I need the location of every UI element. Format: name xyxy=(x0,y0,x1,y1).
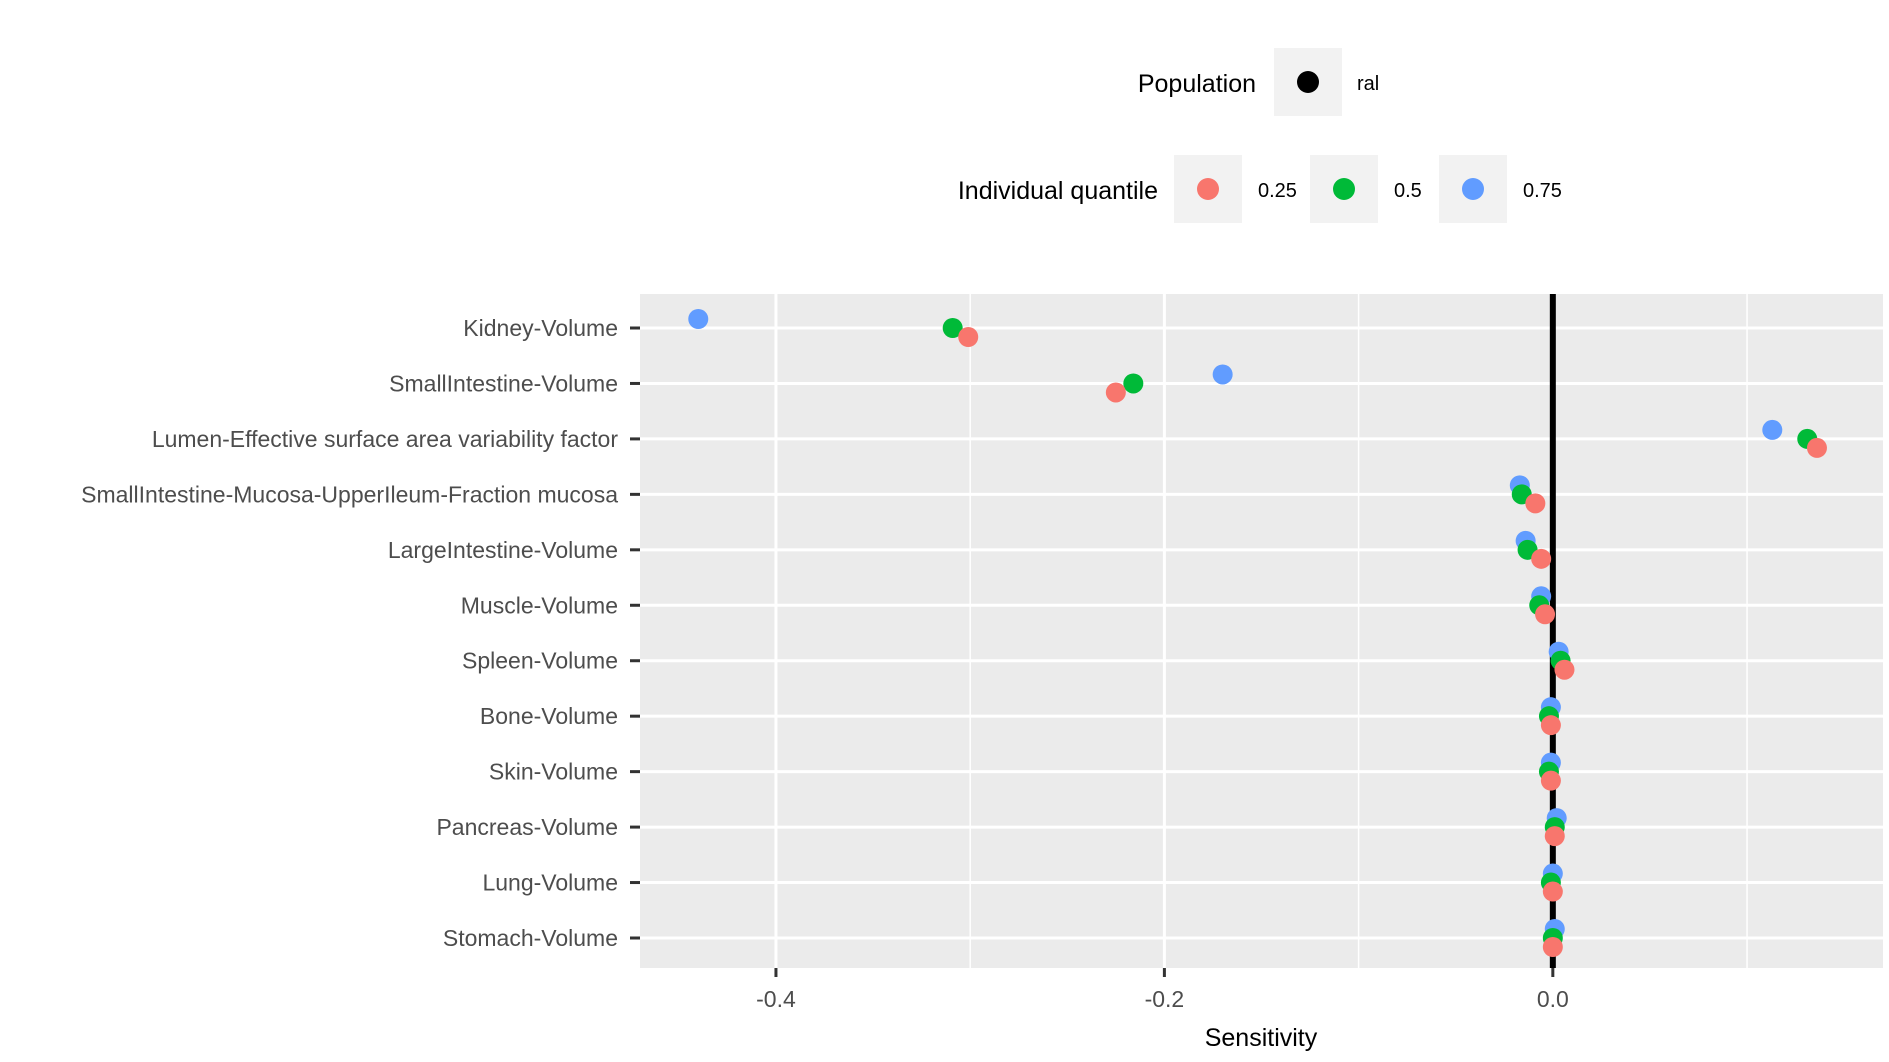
legend-key-ral xyxy=(1297,71,1319,93)
y-tick-label: SmallIntestine-Mucosa-UpperIleum-Fractio… xyxy=(81,481,618,507)
y-tick-label: Bone-Volume xyxy=(480,703,618,729)
data-point xyxy=(958,327,979,347)
legend-population-title: Population xyxy=(1138,70,1256,98)
legend-key-q075 xyxy=(1462,178,1484,200)
data-point xyxy=(1542,937,1563,957)
data-point xyxy=(1105,382,1126,403)
y-tick-label: Muscle-Volume xyxy=(461,592,618,618)
y-tick-label: Skin-Volume xyxy=(489,759,618,785)
data-point xyxy=(1806,437,1827,458)
data-points xyxy=(688,309,1827,957)
legend: Population ral Individual quantile 0.25 … xyxy=(958,48,1562,223)
legend-label-q075: 0.75 xyxy=(1523,180,1562,202)
y-tick-label: Kidney-Volume xyxy=(463,315,618,341)
data-point xyxy=(1540,770,1561,791)
y-tick-label: Stomach-Volume xyxy=(443,925,618,951)
x-axis-title: Sensitivity xyxy=(1205,1024,1318,1052)
data-point xyxy=(942,318,963,338)
legend-quantile: Individual quantile 0.25 0.5 0.75 xyxy=(958,155,1562,223)
data-point xyxy=(1525,493,1546,514)
y-tick-label: Pancreas-Volume xyxy=(436,814,618,840)
x-tick-label: 0.0 xyxy=(1537,986,1569,1012)
data-point xyxy=(1123,373,1144,394)
x-tick-label: -0.4 xyxy=(756,986,796,1012)
data-point xyxy=(1212,364,1233,385)
legend-label-q025: 0.25 xyxy=(1258,180,1297,202)
legend-key-q025 xyxy=(1197,178,1219,200)
data-point xyxy=(1554,659,1575,680)
legend-quantile-title: Individual quantile xyxy=(958,177,1158,205)
y-tick-label: Lung-Volume xyxy=(482,870,618,896)
legend-label-q05: 0.5 xyxy=(1394,180,1422,202)
legend-label-ral: ral xyxy=(1357,73,1379,95)
data-point xyxy=(1531,548,1552,569)
y-tick-label: Spleen-Volume xyxy=(462,648,618,674)
y-tick-label: Lumen-Effective surface area variability… xyxy=(152,426,619,452)
data-point xyxy=(1762,419,1783,440)
x-axis: -0.4 -0.2 0.0 xyxy=(756,968,1569,1012)
y-tick-label: SmallIntestine-Volume xyxy=(389,370,618,396)
data-point xyxy=(1540,715,1561,736)
legend-key-q05 xyxy=(1333,178,1355,200)
data-point xyxy=(1542,881,1563,902)
data-point xyxy=(1535,604,1556,625)
plot-panel xyxy=(640,294,1883,968)
y-axis: Kidney-Volume SmallIntestine-Volume Lumen-… xyxy=(81,315,640,951)
data-point xyxy=(688,309,709,329)
legend-population: Population ral xyxy=(1138,48,1379,116)
x-tick-label: -0.2 xyxy=(1145,986,1185,1012)
data-point xyxy=(1544,826,1565,847)
y-tick-label: LargeIntestine-Volume xyxy=(388,537,618,563)
